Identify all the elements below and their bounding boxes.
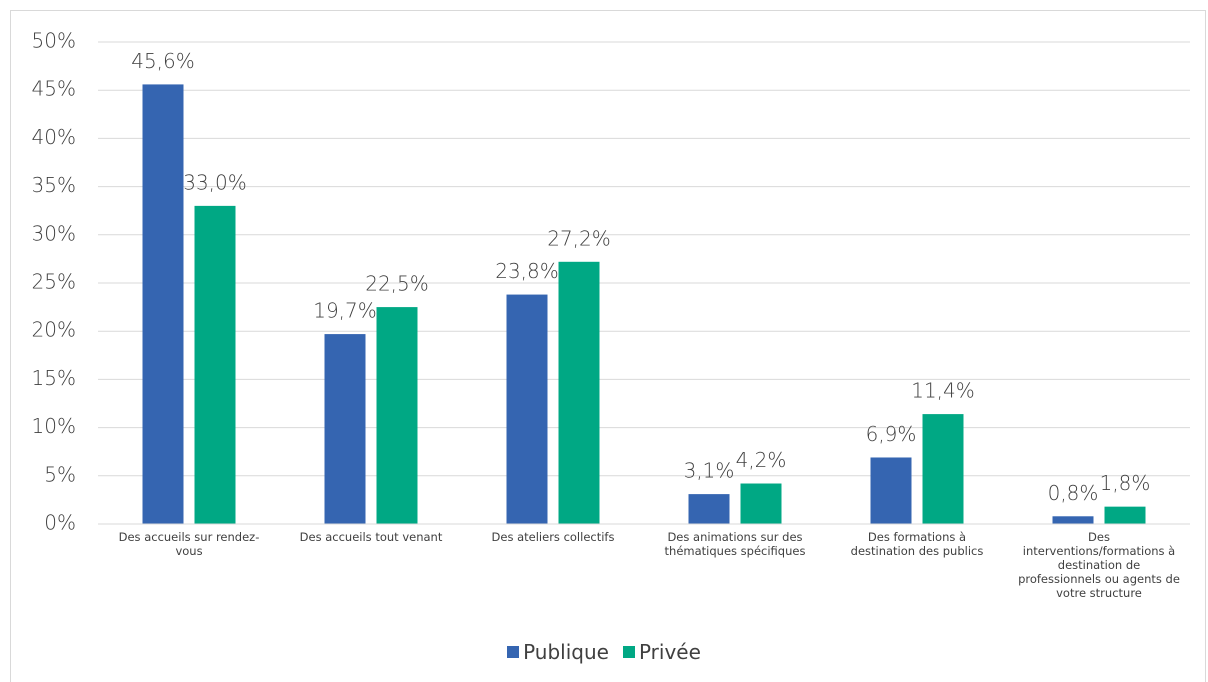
bar bbox=[1104, 506, 1146, 524]
legend-label: Privée bbox=[638, 640, 701, 664]
y-tick-label: 30% bbox=[32, 221, 76, 245]
x-tick-label: Des accueils tout venant bbox=[299, 530, 443, 544]
data-label: 11,4% bbox=[911, 379, 975, 403]
bar bbox=[870, 457, 912, 524]
legend-swatch bbox=[622, 646, 635, 658]
bar bbox=[688, 494, 730, 524]
data-label: 0,8% bbox=[1048, 481, 1099, 505]
bar bbox=[1052, 516, 1094, 524]
bar bbox=[142, 84, 184, 524]
data-label: 4,2% bbox=[736, 448, 787, 472]
bar bbox=[922, 414, 964, 524]
x-tick-label: Des animations sur des thématiques spéci… bbox=[664, 530, 806, 558]
y-tick-label: 50% bbox=[32, 29, 76, 53]
data-label: 19,7% bbox=[313, 299, 377, 323]
bar bbox=[376, 307, 418, 524]
legend-label: Publique bbox=[523, 640, 609, 664]
legend: Publique Privée bbox=[0, 640, 1208, 664]
y-tick-label: 45% bbox=[32, 77, 76, 101]
y-tick-label: 10% bbox=[32, 414, 76, 438]
bar bbox=[558, 261, 600, 524]
y-tick-label: 35% bbox=[32, 173, 76, 197]
bar bbox=[740, 483, 782, 524]
data-label: 3,1% bbox=[684, 459, 735, 483]
x-tick-label: Des accueils sur rendez-vous bbox=[118, 530, 260, 558]
x-tick-label: Des interventions/formations à destinati… bbox=[1018, 530, 1180, 600]
data-label: 22,5% bbox=[365, 272, 429, 296]
data-label: 1,8% bbox=[1100, 471, 1151, 495]
data-label: 45,6% bbox=[131, 49, 195, 73]
y-tick-label: 40% bbox=[32, 125, 76, 149]
y-tick-label: 20% bbox=[32, 318, 76, 342]
y-tick-label: 0% bbox=[44, 511, 76, 535]
x-tick-label: Des formations à destination des publics bbox=[850, 530, 984, 558]
y-tick-label: 15% bbox=[32, 366, 76, 390]
data-label: 33,0% bbox=[183, 170, 247, 194]
legend-swatch bbox=[507, 646, 520, 658]
legend-item: Publique bbox=[507, 640, 609, 664]
data-label: 23,8% bbox=[495, 259, 559, 283]
bar bbox=[194, 205, 236, 524]
data-label: 27,2% bbox=[547, 226, 611, 250]
bar bbox=[506, 294, 548, 524]
data-label: 6,9% bbox=[866, 422, 917, 446]
x-tick-label: Des ateliers collectifs bbox=[491, 530, 615, 544]
chart-frame bbox=[10, 10, 1206, 682]
legend-item: Privée bbox=[622, 640, 701, 664]
y-tick-label: 25% bbox=[32, 270, 76, 294]
y-tick-label: 5% bbox=[44, 462, 76, 486]
bar bbox=[324, 334, 366, 524]
